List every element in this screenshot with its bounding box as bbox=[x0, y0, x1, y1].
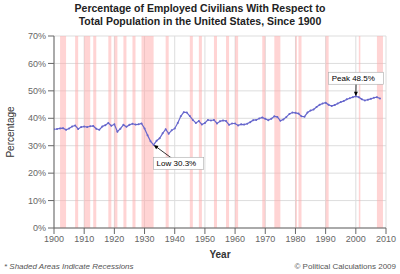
html-text:* Shaded Areas Indicate Recess: * Shaded Areas Indicate Recessions bbox=[4, 262, 134, 271]
svg-text:20%: 20% bbox=[28, 168, 46, 178]
svg-text:2000: 2000 bbox=[346, 234, 366, 244]
html-text:Total Population in the United: Total Population in the United States, S… bbox=[78, 15, 322, 27]
svg-text:10%: 10% bbox=[28, 196, 46, 206]
svg-text:Year: Year bbox=[209, 249, 230, 258]
svg-text:30%: 30% bbox=[28, 141, 46, 151]
html-text:© Political Calculations 2009: © Political Calculations 2009 bbox=[294, 262, 396, 271]
svg-text:1940: 1940 bbox=[165, 234, 185, 244]
svg-text:1930: 1930 bbox=[135, 234, 155, 244]
svg-text:40%: 40% bbox=[28, 113, 46, 123]
svg-text:1990: 1990 bbox=[316, 234, 336, 244]
svg-text:Peak 48.5%: Peak 48.5% bbox=[332, 74, 375, 83]
svg-text:1960: 1960 bbox=[225, 234, 245, 244]
svg-text:1980: 1980 bbox=[285, 234, 305, 244]
html-text:Percentage of Employed Civilia: Percentage of Employed Civilians With Re… bbox=[74, 2, 326, 14]
svg-text:50%: 50% bbox=[28, 86, 46, 96]
svg-text:1910: 1910 bbox=[74, 234, 94, 244]
svg-text:1920: 1920 bbox=[104, 234, 124, 244]
svg-text:0%: 0% bbox=[33, 223, 46, 233]
svg-text:Low 30.3%: Low 30.3% bbox=[157, 159, 197, 168]
svg-text:2010: 2010 bbox=[376, 234, 392, 244]
svg-text:1970: 1970 bbox=[255, 234, 275, 244]
svg-text:1950: 1950 bbox=[195, 234, 215, 244]
svg-text:Percentage: Percentage bbox=[8, 106, 16, 158]
svg-text:70%: 70% bbox=[28, 31, 46, 41]
svg-text:1900: 1900 bbox=[44, 234, 64, 244]
svg-text:60%: 60% bbox=[28, 59, 46, 69]
